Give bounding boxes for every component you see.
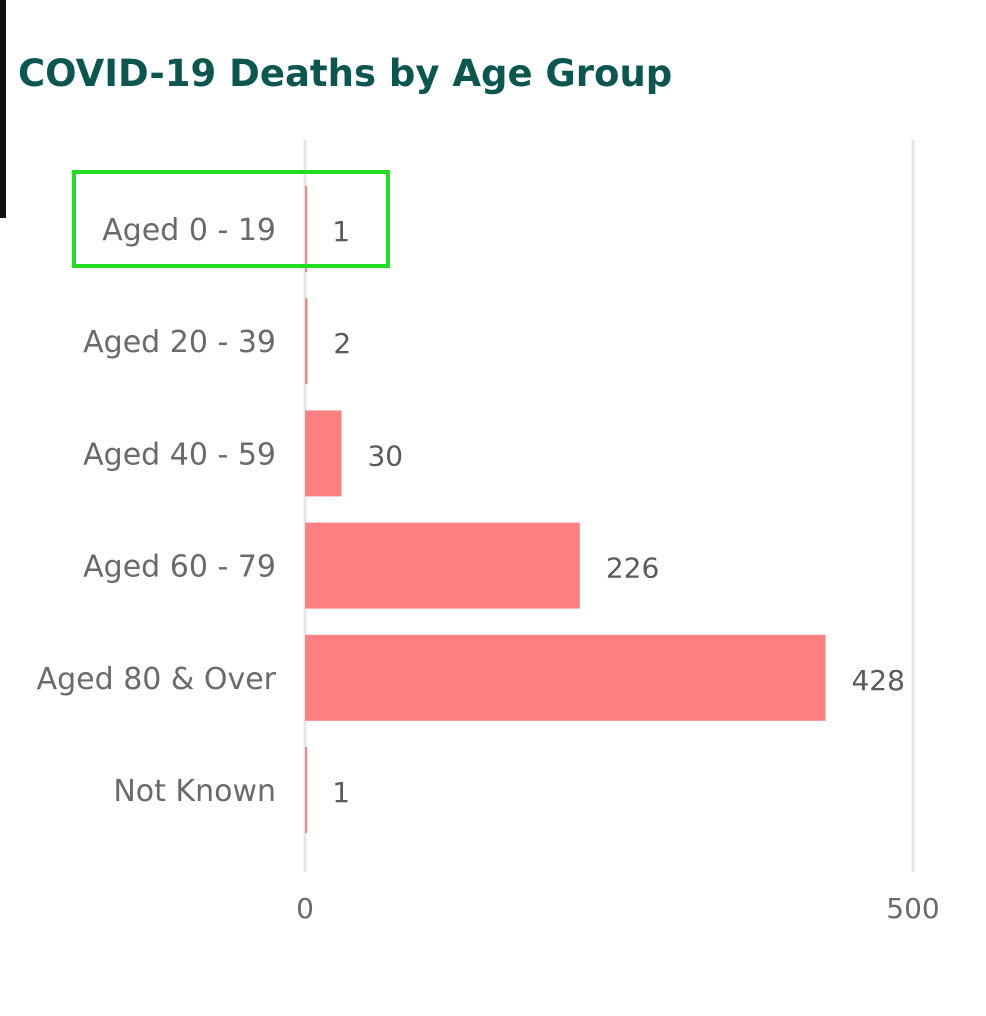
value-label-aged-60-79: 226: [606, 552, 659, 585]
bar-aged-20-39[interactable]: [305, 298, 308, 385]
category-label-aged-0-19: Aged 0 - 19: [102, 213, 276, 248]
category-label-aged-60-79: Aged 60 - 79: [83, 550, 276, 585]
chart-title: COVID-19 Deaths by Age Group: [18, 52, 673, 95]
x-tick-label-500: 500: [886, 892, 939, 925]
category-label-not-known: Not Known: [113, 774, 276, 809]
category-label-aged-80-over: Aged 80 & Over: [37, 662, 277, 697]
value-label-not-known: 1: [332, 776, 350, 809]
x-tick-label-0: 0: [296, 892, 314, 925]
value-label-aged-0-19: 1: [332, 215, 350, 248]
left-edge-bar: [0, 0, 6, 218]
category-label-aged-40-59: Aged 40 - 59: [83, 437, 276, 472]
value-label-aged-20-39: 2: [333, 327, 351, 360]
bar-aged-60-79[interactable]: [305, 522, 580, 609]
value-label-aged-80-over: 428: [851, 664, 904, 697]
highlight-box: [72, 170, 390, 268]
value-label-aged-40-59: 30: [367, 439, 403, 472]
bar-aged-0-19[interactable]: [305, 186, 307, 272]
bar-aged-40-59[interactable]: [305, 410, 342, 497]
category-label-aged-20-39: Aged 20 - 39: [83, 325, 276, 360]
bar-aged-80-over[interactable]: [305, 634, 826, 721]
bar-not-known[interactable]: [305, 747, 307, 833]
